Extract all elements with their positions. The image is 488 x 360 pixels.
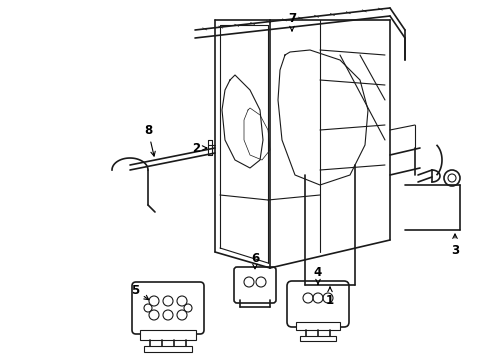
FancyBboxPatch shape — [143, 346, 192, 352]
FancyBboxPatch shape — [234, 267, 275, 303]
Text: 7: 7 — [287, 12, 295, 31]
Text: 6: 6 — [250, 252, 259, 269]
Text: 5: 5 — [131, 284, 148, 300]
Text: 2: 2 — [192, 141, 206, 154]
Text: 1: 1 — [325, 287, 333, 306]
FancyBboxPatch shape — [286, 281, 348, 327]
Text: 3: 3 — [450, 234, 458, 257]
FancyBboxPatch shape — [140, 330, 196, 340]
Text: 4: 4 — [313, 266, 322, 284]
FancyBboxPatch shape — [295, 322, 339, 330]
Text: 8: 8 — [143, 123, 155, 156]
FancyBboxPatch shape — [132, 282, 203, 334]
FancyBboxPatch shape — [299, 336, 335, 341]
